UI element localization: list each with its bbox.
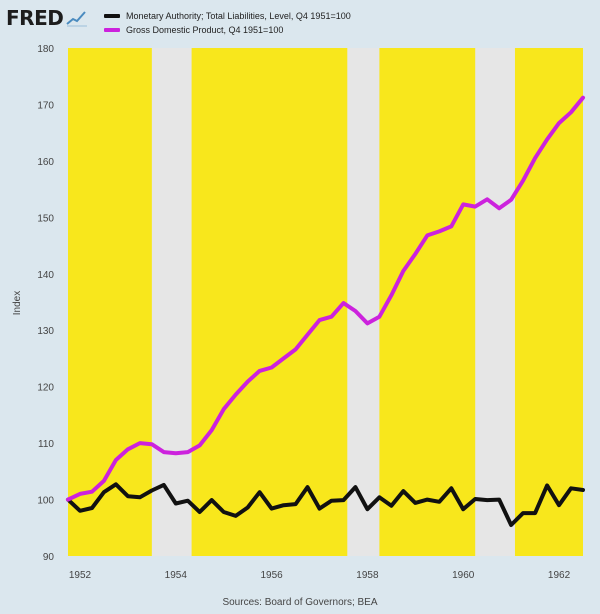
y-tick-label: 100 — [37, 496, 54, 507]
y-tick-label: 90 — [43, 552, 55, 563]
y-tick-label: 150 — [37, 213, 54, 224]
x-tick-label: 1960 — [452, 570, 475, 581]
y-tick-label: 140 — [37, 270, 54, 281]
legend-label-monetary-authority: Monetary Authority; Total Liabilities, L… — [126, 11, 351, 21]
fred-logo-text: FRED — [6, 6, 64, 30]
y-axis-title: Index — [12, 291, 23, 315]
fred-logo[interactable]: FRED — [6, 6, 89, 30]
y-tick-label: 110 — [38, 439, 54, 450]
y-tick-label: 170 — [37, 100, 54, 111]
legend-item-monetary-authority: Monetary Authority; Total Liabilities, L… — [104, 9, 351, 23]
series-line-monetary-authority — [66, 482, 585, 527]
x-tick-label: 1952 — [69, 570, 92, 581]
y-tick-label: 180 — [37, 44, 54, 55]
y-tick-label: 120 — [37, 383, 54, 394]
chart-legend: Monetary Authority; Total Liabilities, L… — [104, 9, 351, 37]
legend-swatch-black — [104, 14, 120, 18]
legend-item-gdp: Gross Domestic Product, Q4 1951=100 — [104, 23, 351, 37]
recession-band-1 — [151, 48, 192, 556]
x-tick-label: 1958 — [356, 570, 379, 581]
x-tick-label: 1956 — [260, 570, 283, 581]
x-tick-label: 1954 — [165, 570, 188, 581]
y-tick-label: 130 — [37, 326, 54, 337]
x-tick-label: 1962 — [548, 570, 571, 581]
y-tick-label: 160 — [37, 157, 54, 168]
recession-band-2 — [347, 48, 380, 556]
legend-label-gdp: Gross Domestic Product, Q4 1951=100 — [126, 25, 284, 35]
series-line-gdp — [66, 95, 585, 502]
legend-swatch-magenta — [104, 28, 120, 32]
fred-chart-logo-icon — [66, 11, 88, 27]
recession-band-3 — [475, 48, 515, 556]
source-note: Sources: Board of Governors; BEA — [222, 597, 378, 608]
